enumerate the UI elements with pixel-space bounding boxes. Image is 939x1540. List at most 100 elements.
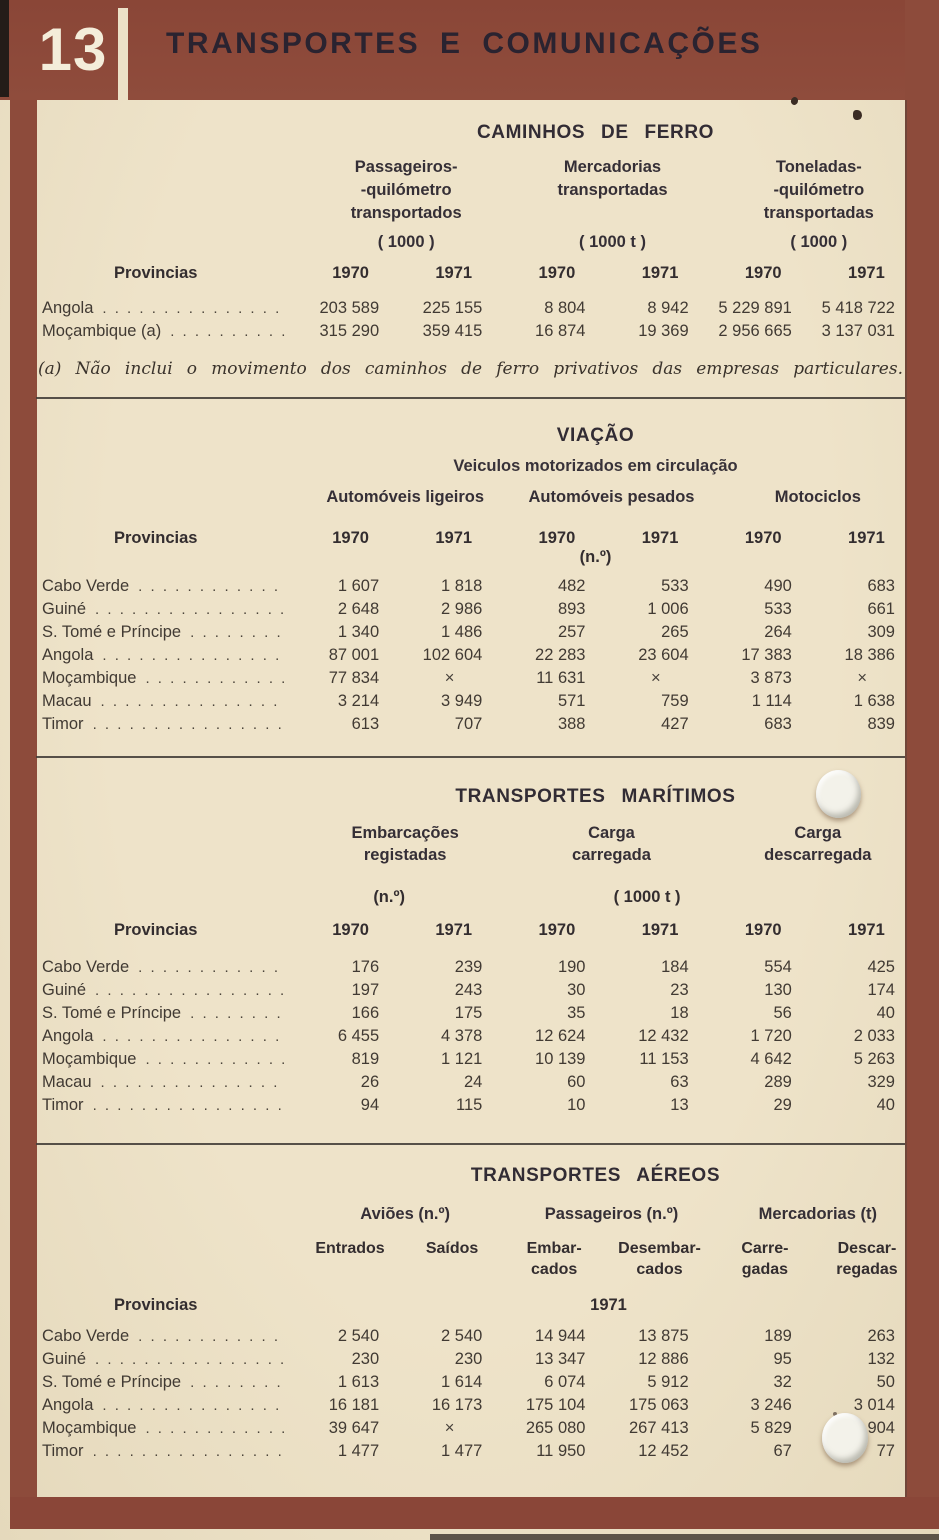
table-cell: 175 104 xyxy=(525,1396,586,1414)
unit-label: (n.º) xyxy=(373,888,405,906)
province-label: Guiné xyxy=(36,979,286,1002)
province-label: Macau xyxy=(36,690,286,713)
year-header: 1970 xyxy=(538,264,576,282)
table-cell: 2 986 xyxy=(441,600,483,618)
dot-leader xyxy=(86,599,286,621)
table-cell: 17 383 xyxy=(741,646,792,664)
table-cell: 759 xyxy=(661,692,689,710)
table-row: Guiné 197 243 30 23 130 174 xyxy=(36,979,905,1002)
province-name: Cabo Verde xyxy=(42,958,130,976)
railways-year-header: Provincias 1970 1971 1970 1971 1970 1971 xyxy=(36,264,905,283)
year-header: 1971 xyxy=(848,921,885,939)
year-header: 1971 xyxy=(641,529,679,547)
table-cell: 329 xyxy=(867,1073,895,1091)
year-header: 1970 xyxy=(538,921,576,939)
province-name: Moçambique xyxy=(42,1419,137,1437)
column-group-label: Passageiros- -quilómetro transportados xyxy=(350,158,462,222)
table-cell: 315 290 xyxy=(319,322,380,340)
table-cell: 23 xyxy=(670,981,689,999)
air-subcolumn-header: Entrados Saídos Embar- cados Desembar- c… xyxy=(36,1238,905,1280)
table-cell: 533 xyxy=(661,577,689,595)
section-divider xyxy=(36,397,905,399)
province-name: Macau xyxy=(42,1073,92,1091)
dot-leader xyxy=(92,1072,286,1094)
province-name: Cabo Verde xyxy=(42,1327,130,1345)
table-cell: 50 xyxy=(876,1373,895,1391)
year-header: 1971 xyxy=(435,529,473,547)
table-cell: 3 246 xyxy=(750,1396,792,1414)
table-cell: 1 720 xyxy=(750,1027,792,1045)
table-cell: 77 xyxy=(876,1442,895,1460)
table-cell: 77 834 xyxy=(328,669,380,687)
province-name: Cabo Verde xyxy=(42,577,130,595)
table-cell: 1 477 xyxy=(337,1442,380,1460)
table-cell: × xyxy=(444,1419,455,1437)
column-group-label: Toneladas- -quilómetro transportadas xyxy=(763,158,874,222)
column-group-label: Automóveis ligeiros xyxy=(326,488,485,506)
table-cell: 40 xyxy=(876,1004,895,1022)
unit-label: ( 1000 t ) xyxy=(613,888,681,906)
province-label: S. Tomé e Príncipe xyxy=(36,621,286,644)
table-cell: 3 873 xyxy=(750,669,792,687)
year-header: 1971 xyxy=(435,921,473,939)
year-header: 1971 xyxy=(848,264,885,282)
province-name: S. Tomé e Príncipe xyxy=(42,1373,182,1391)
dot-leader xyxy=(136,668,286,690)
scan-edge-shadow-bottom xyxy=(430,1534,939,1540)
table-cell: 22 283 xyxy=(535,646,586,664)
province-name: Timor xyxy=(42,715,84,733)
table-cell: 839 xyxy=(867,715,895,733)
road-group-header: Automóveis ligeiros Automóveis pesados M… xyxy=(36,488,905,507)
column-group-label: Carga descarregada xyxy=(764,824,872,864)
table-cell: 12 452 xyxy=(638,1442,689,1460)
table-cell: × xyxy=(444,669,455,687)
table-cell: 115 xyxy=(456,1096,483,1114)
maritime-section: TRANSPORTES MARÍTIMOS Embarcações regist… xyxy=(36,786,905,1117)
page-frame-bottom xyxy=(10,1497,939,1529)
table-cell: 230 xyxy=(351,1350,380,1368)
table-cell: 203 589 xyxy=(319,299,380,317)
unit-label: (n.º) xyxy=(579,548,612,566)
table-cell: 265 080 xyxy=(525,1419,586,1437)
column-group-label: Mercadorias transportadas xyxy=(557,158,668,199)
province-name: Guiné xyxy=(42,600,87,618)
table-cell: 904 xyxy=(867,1419,895,1437)
road-traffic-section: VIAÇÃO Veiculos motorizados em circulaçã… xyxy=(36,425,905,736)
table-cell: 95 xyxy=(773,1350,792,1368)
year-header: 1970 xyxy=(332,529,369,547)
chapter-number: 13 xyxy=(38,15,108,83)
table-cell: 10 xyxy=(567,1096,586,1114)
table-cell: 102 604 xyxy=(422,646,483,664)
dot-leader xyxy=(93,1026,286,1048)
table-row: S. Tomé e Príncipe 1 613 1 614 6 074 5 912 32… xyxy=(36,1371,905,1394)
province-name: Guiné xyxy=(42,981,87,999)
table-cell: 176 xyxy=(351,958,380,976)
table-cell: 11 950 xyxy=(536,1442,586,1460)
dot-leader xyxy=(86,980,286,1002)
chapter-title: TRANSPORTES E COMUNICAÇÕES xyxy=(166,27,763,60)
table-cell: 14 944 xyxy=(535,1327,586,1345)
province-name: S. Tomé e Príncipe xyxy=(42,1004,182,1022)
province-name: Moçambique xyxy=(42,669,137,687)
table-cell: 3 949 xyxy=(441,692,483,710)
table-row: Moçambique 819 1 121 10 139 11 153 4 642 5 263 xyxy=(36,1048,905,1071)
table-row: Guiné 2 648 2 986 893 1 006 533 661 xyxy=(36,598,905,621)
air-section: TRANSPORTES AÉREOS Aviões (n.º) Passagei… xyxy=(36,1165,905,1463)
table-cell: 19 369 xyxy=(638,322,689,340)
table-row: Moçambique 77 834 × 11 631 × 3 873 × xyxy=(36,667,905,690)
subcolumn-label: Saídos xyxy=(425,1240,479,1257)
column-group-label: Carga carregada xyxy=(572,824,651,864)
dot-leader xyxy=(84,714,286,736)
table-title: CAMINHOS DE FERRO xyxy=(476,122,715,143)
table-row: Moçambique (a) 315 290 359 415 16 874 19 369… xyxy=(36,320,905,343)
table-cell: 24 xyxy=(463,1073,483,1091)
province-name: Moçambique xyxy=(42,1050,137,1068)
table-cell: 11 631 xyxy=(536,669,586,687)
dot-leader xyxy=(86,1349,286,1371)
column-group: Passageiros- -quilómetro transportados (… xyxy=(286,156,492,252)
year-header: 1971 xyxy=(435,264,473,282)
table-cell: 1 121 xyxy=(441,1050,483,1068)
table-row: Angola 6 455 4 378 12 624 12 432 1 720 2 033 xyxy=(36,1025,905,1048)
table-row: Macau 3 214 3 949 571 759 1 114 1 638 xyxy=(36,690,905,713)
province-label: Moçambique xyxy=(36,1048,286,1071)
